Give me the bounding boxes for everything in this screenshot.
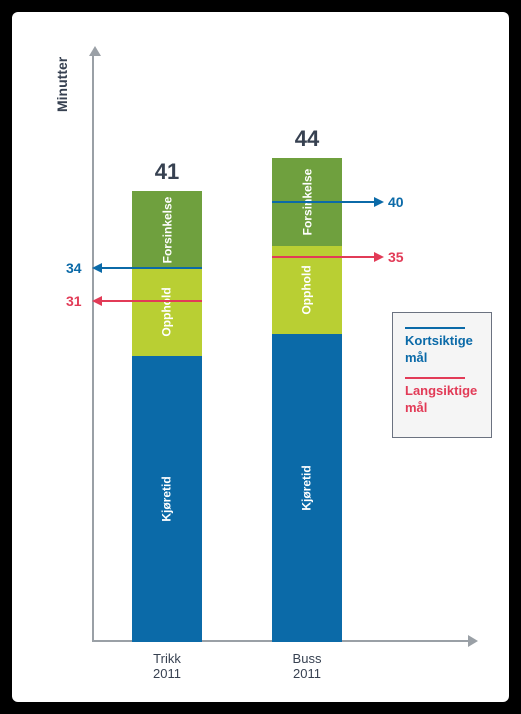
chart-card: Minutter ForsinkelseOppholdKjøretid41For…	[12, 12, 509, 702]
segment-label: Opphold	[160, 287, 174, 336]
legend-item: Kortsiktigemål	[405, 327, 479, 367]
x-tick-trikk: Trikk2011	[132, 651, 202, 682]
target-line-long	[100, 300, 202, 302]
segment-label: Forsinkelse	[160, 196, 174, 263]
target-value-short: 34	[66, 260, 82, 276]
target-arrow-short	[374, 197, 384, 207]
legend: Kortsiktigemål Langsiktigemål	[392, 312, 492, 438]
target-line-long	[272, 256, 374, 258]
segment-kjøretid: Kjøretid	[272, 334, 342, 642]
segment-opphold: Opphold	[272, 246, 342, 334]
target-arrow-long	[374, 252, 384, 262]
target-value-short: 40	[388, 194, 404, 210]
segment-label: Kjøretid	[160, 476, 174, 521]
legend-item: Langsiktigemål	[405, 377, 479, 417]
legend-label: Kortsiktigemål	[405, 333, 479, 367]
segment-label: Opphold	[300, 265, 314, 314]
target-value-long: 35	[388, 249, 404, 265]
segment-label: Kjøretid	[300, 465, 314, 510]
segment-kjøretid: Kjøretid	[132, 356, 202, 642]
legend-line	[405, 377, 465, 379]
y-axis	[92, 52, 94, 642]
legend-line	[405, 327, 465, 329]
target-arrow-long	[92, 296, 102, 306]
target-line-short	[272, 201, 374, 203]
y-axis-label: Minutter	[54, 57, 70, 112]
target-line-short	[100, 267, 202, 269]
bar-total-label: 44	[272, 126, 342, 152]
bar-trikk: ForsinkelseOppholdKjøretid41	[132, 191, 202, 642]
target-value-long: 31	[66, 293, 82, 309]
y-axis-arrow	[89, 46, 101, 56]
bar-total-label: 41	[132, 159, 202, 185]
segment-opphold: Opphold	[132, 268, 202, 356]
x-axis-arrow	[468, 635, 478, 647]
x-tick-buss: Buss2011	[272, 651, 342, 682]
legend-label: Langsiktigemål	[405, 383, 479, 417]
plot-area: Minutter ForsinkelseOppholdKjøretid41For…	[92, 52, 472, 642]
segment-forsinkelse: Forsinkelse	[132, 191, 202, 268]
target-arrow-short	[92, 263, 102, 273]
bar-buss: ForsinkelseOppholdKjøretid44	[272, 158, 342, 642]
